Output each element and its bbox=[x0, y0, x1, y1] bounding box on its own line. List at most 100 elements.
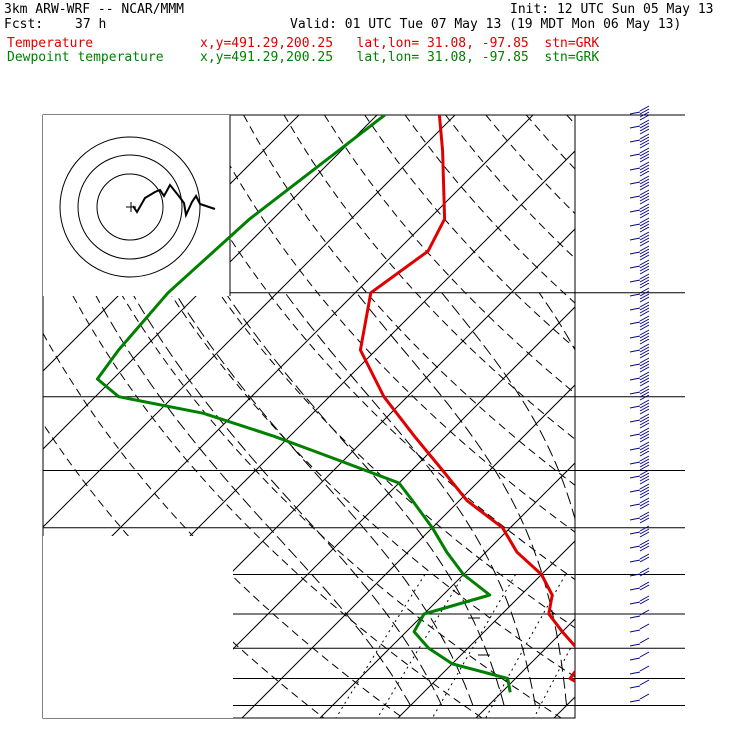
barb-shaft bbox=[629, 699, 641, 703]
barb-flag bbox=[639, 377, 650, 384]
barb-flag bbox=[639, 108, 650, 115]
barb-flag bbox=[639, 184, 650, 191]
barb-shaft bbox=[629, 251, 641, 255]
barb-shaft bbox=[629, 335, 641, 339]
isotherm-line bbox=[43, 115, 378, 450]
dry-adiabat bbox=[445, 115, 575, 259]
barb-flag bbox=[639, 503, 650, 510]
moist-adiabat bbox=[638, 293, 673, 706]
barb-flag bbox=[639, 338, 650, 345]
dry-adiabat bbox=[364, 115, 575, 349]
barb-shaft bbox=[629, 517, 641, 521]
hodograph bbox=[43, 115, 231, 296]
barb-shaft bbox=[629, 125, 641, 129]
barb-flag bbox=[639, 693, 650, 700]
dry-adiabat bbox=[43, 117, 562, 718]
barb-flag bbox=[639, 315, 650, 322]
barb-flag bbox=[639, 105, 650, 112]
legend-dewpoint: Dewpoint temperature bbox=[7, 50, 164, 65]
barb-flag bbox=[639, 301, 650, 308]
barb-flag bbox=[639, 181, 650, 188]
legend-temperature-location: x,y=491.29,200.25 lat,lon= 31.08, -97.85… bbox=[200, 36, 600, 51]
barb-flag bbox=[639, 609, 650, 616]
barb-flag bbox=[639, 469, 650, 476]
barb-shaft bbox=[629, 181, 641, 185]
model-title: 3km ARW-WRF -- NCAR/MMM bbox=[4, 2, 185, 17]
barb-flag bbox=[639, 175, 650, 182]
mixing-ratio-line bbox=[597, 575, 670, 719]
barb-flag bbox=[639, 542, 650, 549]
barb-shaft bbox=[629, 209, 641, 213]
barb-flag bbox=[639, 293, 650, 300]
dry-adiabat bbox=[283, 115, 575, 440]
valid-time: Valid: 01 UTC Tue 07 May 13 (19 MDT Mon … bbox=[290, 17, 682, 32]
barb-flag bbox=[639, 245, 650, 252]
barb-flag bbox=[639, 136, 650, 143]
barb-flag bbox=[639, 206, 650, 213]
isotherm-line bbox=[710, 115, 740, 718]
barb-flag bbox=[639, 399, 650, 406]
barb-flag bbox=[639, 478, 650, 485]
barb-flag bbox=[639, 349, 650, 356]
barb-flag bbox=[639, 475, 650, 482]
barb-flag bbox=[639, 192, 650, 199]
barb-flag bbox=[639, 189, 650, 196]
barb-shaft bbox=[629, 587, 641, 591]
barb-shaft bbox=[629, 545, 641, 549]
barb-flag bbox=[639, 581, 650, 588]
barb-flag bbox=[639, 489, 650, 496]
barb-shaft bbox=[629, 461, 641, 465]
dry-adiabat bbox=[566, 115, 575, 125]
barb-flag bbox=[639, 371, 650, 378]
moist-adiabat bbox=[93, 292, 411, 706]
barb-flag bbox=[639, 223, 650, 230]
barb-flag bbox=[639, 251, 650, 258]
barb-flag bbox=[639, 405, 650, 412]
parcel-info-box bbox=[43, 536, 233, 718]
barb-flag bbox=[639, 531, 650, 538]
barb-shaft bbox=[629, 195, 641, 199]
barb-flag bbox=[639, 665, 650, 672]
barb-flag bbox=[639, 483, 650, 490]
dewpoint-profile bbox=[95, 115, 512, 693]
barb-shaft bbox=[629, 321, 641, 325]
barb-flag bbox=[639, 282, 650, 289]
barb-shaft bbox=[629, 307, 641, 311]
barb-flag bbox=[639, 287, 650, 294]
mixing-ratio-line bbox=[431, 574, 517, 718]
barb-shaft bbox=[629, 685, 641, 689]
barb-flag bbox=[639, 430, 650, 437]
barb-flag bbox=[639, 584, 650, 591]
barb-shaft bbox=[629, 531, 641, 535]
diagram-labels bbox=[468, 617, 490, 656]
barb-shaft bbox=[629, 279, 641, 283]
barb-flag bbox=[639, 360, 650, 367]
barb-flag bbox=[639, 472, 650, 479]
wind-barbs bbox=[629, 105, 650, 703]
barb-flag bbox=[639, 497, 650, 504]
barb-flag bbox=[639, 374, 650, 381]
barb-flag bbox=[639, 486, 650, 493]
isotherm-line bbox=[319, 462, 575, 718]
barb-flag bbox=[639, 310, 650, 317]
barb-shaft bbox=[629, 503, 641, 507]
barb-flag bbox=[639, 335, 650, 342]
barb-shaft bbox=[629, 139, 641, 143]
mixing-ratio-line bbox=[377, 574, 465, 718]
barb-flag bbox=[639, 380, 650, 387]
barb-flag bbox=[639, 296, 650, 303]
barb-flag bbox=[639, 346, 650, 353]
barb-flag bbox=[639, 268, 650, 275]
barb-flag bbox=[639, 539, 650, 546]
dry-adiabat bbox=[43, 233, 483, 718]
forecast-hours: 37 h bbox=[75, 17, 107, 32]
barb-flag bbox=[639, 290, 650, 297]
barb-flag bbox=[639, 433, 650, 440]
barb-shaft bbox=[629, 349, 641, 353]
barb-shaft bbox=[629, 419, 641, 423]
barb-flag bbox=[639, 366, 650, 373]
dry-adiabat bbox=[607, 115, 740, 718]
barb-flag bbox=[639, 464, 650, 471]
barb-shaft bbox=[629, 377, 641, 381]
barb-flag bbox=[639, 318, 650, 325]
